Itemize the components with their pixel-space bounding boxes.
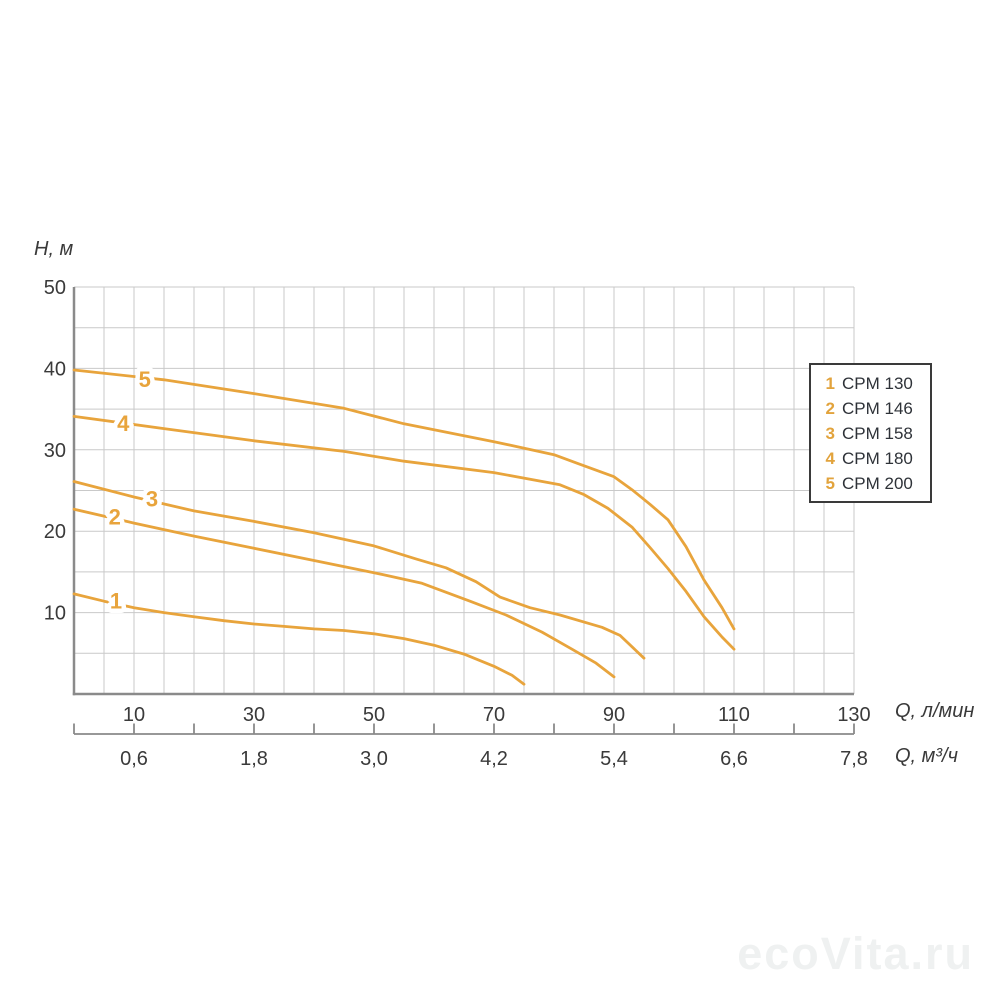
y-tick-20: 20 bbox=[44, 521, 66, 543]
legend-item-number: 4 bbox=[825, 448, 835, 468]
legend-item-cpm-158: 3 CPM 158 bbox=[824, 421, 930, 446]
axes bbox=[72, 287, 854, 696]
tick-labels: 10 20 30 40 50 10 30 50 70 90 110 130 0,6 1,8 3,0 4,2 5,… bbox=[44, 277, 871, 770]
legend-item-cpm-130: 1 CPM 130 bbox=[824, 371, 930, 396]
x-axis-unit-l-min: Q, л/мин bbox=[895, 700, 975, 722]
curve-number-labels: 1 23 45 bbox=[104, 362, 162, 617]
legend-item-label: CPM 130 bbox=[842, 373, 913, 393]
x-tick-m3h-6: 7,8 bbox=[840, 748, 868, 770]
curve-cpm-130 bbox=[72, 592, 526, 686]
curve-label-5: 5 bbox=[139, 367, 151, 392]
legend-item-number: 5 bbox=[825, 473, 835, 493]
y-axis-title: H, м bbox=[34, 238, 74, 260]
x-axis-unit-m3-h: Q, м³/ч bbox=[895, 745, 958, 767]
legend-item-label: CPM 180 bbox=[842, 448, 913, 468]
legend-item-label: CPM 158 bbox=[842, 423, 913, 443]
x-tick-m3h-2: 3,0 bbox=[360, 748, 388, 770]
legend-item-cpm-200: 5 CPM 200 bbox=[824, 471, 930, 496]
grid bbox=[74, 286, 855, 694]
x-tick-lmin-30: 30 bbox=[243, 704, 265, 726]
legend-item-cpm-180: 4 CPM 180 bbox=[824, 446, 930, 471]
y-tick-40: 40 bbox=[44, 358, 66, 380]
curve-label-4: 4 bbox=[117, 411, 130, 436]
x-tick-lmin-50: 50 bbox=[363, 704, 385, 726]
y-tick-30: 30 bbox=[44, 440, 66, 462]
pump-curves bbox=[72, 368, 736, 686]
x-tick-m3h-5: 6,6 bbox=[720, 748, 748, 770]
curve-cpm-200 bbox=[72, 368, 736, 631]
x-tick-m3h-1: 1,8 bbox=[240, 748, 268, 770]
curve-cpm-158 bbox=[72, 480, 646, 660]
curve-label-3: 3 bbox=[146, 487, 158, 512]
secondary-axis-ruler bbox=[73, 723, 855, 735]
x-tick-m3h-3: 4,2 bbox=[480, 748, 508, 770]
curve-cpm-146 bbox=[72, 507, 616, 679]
x-tick-lmin-90: 90 bbox=[603, 704, 625, 726]
x-tick-lmin-110: 110 bbox=[718, 704, 750, 726]
curve-label-2: 2 bbox=[109, 505, 121, 530]
x-tick-lmin-130: 130 bbox=[837, 704, 870, 726]
x-tick-lmin-10: 10 bbox=[123, 704, 145, 726]
legend-item-label: CPM 146 bbox=[842, 398, 913, 418]
legend-box: 1 CPM 130 2 CPM 146 3 CPM 158 4 CPM 180 5 CPM 200 bbox=[809, 363, 932, 503]
legend-item-number: 1 bbox=[825, 373, 835, 393]
x-tick-m3h-4: 5,4 bbox=[600, 748, 628, 770]
legend-item-number: 3 bbox=[825, 423, 835, 443]
y-tick-50: 50 bbox=[44, 277, 66, 299]
curve-label-1: 1 bbox=[110, 588, 122, 613]
watermark: ecoVita.ru bbox=[737, 928, 974, 979]
curve-cpm-180 bbox=[72, 415, 736, 651]
x-tick-m3h-0: 0,6 bbox=[120, 748, 148, 770]
legend-item-cpm-146: 2 CPM 146 bbox=[824, 396, 930, 421]
x-tick-lmin-70: 70 bbox=[483, 704, 505, 726]
legend-item-number: 2 bbox=[825, 398, 835, 418]
y-tick-10: 10 bbox=[44, 603, 66, 625]
legend-item-label: CPM 200 bbox=[842, 473, 913, 493]
